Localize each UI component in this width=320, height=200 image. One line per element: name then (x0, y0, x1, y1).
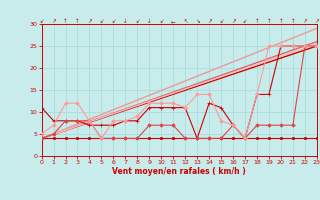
X-axis label: Vent moyen/en rafales ( km/h ): Vent moyen/en rafales ( km/h ) (112, 167, 246, 176)
